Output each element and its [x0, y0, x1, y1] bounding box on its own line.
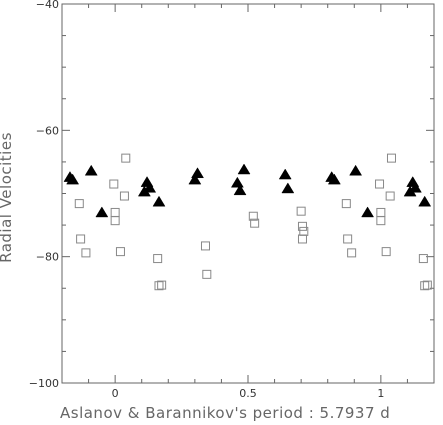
x-tick-label: 0.5 [239, 387, 257, 400]
square-marker [81, 248, 91, 258]
triangle-marker [327, 173, 341, 185]
plot-frame [61, 3, 435, 384]
triangle-marker [278, 168, 292, 180]
y-tick-label: −100 [29, 377, 59, 390]
square-marker [202, 269, 212, 279]
square-marker [386, 153, 396, 163]
x-axis-title: Aslanov & Barannikov's period : 5.7937 d [60, 404, 390, 422]
square-marker [376, 207, 386, 217]
square-marker [121, 153, 131, 163]
square-marker [420, 281, 430, 291]
square-marker [375, 179, 385, 189]
data-marks [63, 153, 432, 291]
triangle-marker [281, 182, 295, 194]
y-axis-title: Radial Velocities [0, 132, 15, 263]
axis-ticks [61, 3, 435, 384]
square-marker [74, 199, 84, 209]
y-tick-label: −40 [36, 0, 59, 11]
square-marker [385, 191, 395, 201]
triangle-marker [408, 181, 422, 193]
square-marker [297, 221, 307, 231]
square-marker [376, 216, 386, 226]
triangle-marker [143, 181, 157, 193]
square-marker [119, 191, 129, 201]
square-marker [110, 207, 120, 217]
square-marker [296, 206, 306, 216]
square-marker [248, 211, 258, 221]
square-marker [297, 234, 307, 244]
square-marker [115, 247, 125, 257]
x-tick-label: 0 [112, 387, 119, 400]
triangle-marker [95, 206, 109, 218]
triangle-marker [188, 173, 202, 185]
triangle-marker [230, 176, 244, 188]
square-marker [341, 199, 351, 209]
square-marker [110, 216, 120, 226]
triangle-marker [152, 195, 166, 207]
triangle-marker [418, 195, 432, 207]
square-marker [250, 218, 260, 228]
triangle-marker [66, 173, 80, 185]
square-marker [200, 241, 210, 251]
square-marker [422, 280, 432, 290]
square-marker [343, 234, 353, 244]
triangle-marker [361, 206, 375, 218]
square-marker [418, 254, 428, 264]
square-marker [76, 234, 86, 244]
square-marker [154, 281, 164, 291]
tick-labels: 0 0.5 1 −100 −80 −60 −40 [29, 0, 385, 400]
triangle-marker [237, 163, 251, 175]
triangle-marker [233, 184, 247, 196]
x-tick-label: 1 [377, 387, 384, 400]
y-tick-label: −60 [36, 124, 59, 137]
square-marker [381, 247, 391, 257]
triangle-marker [191, 167, 204, 179]
square-marker [109, 179, 119, 189]
square-marker [347, 248, 357, 258]
square-marker [153, 254, 163, 264]
y-tick-label: −80 [36, 251, 59, 264]
square-marker [157, 280, 167, 290]
triangle-marker [84, 164, 98, 176]
triangle-marker [349, 164, 363, 176]
